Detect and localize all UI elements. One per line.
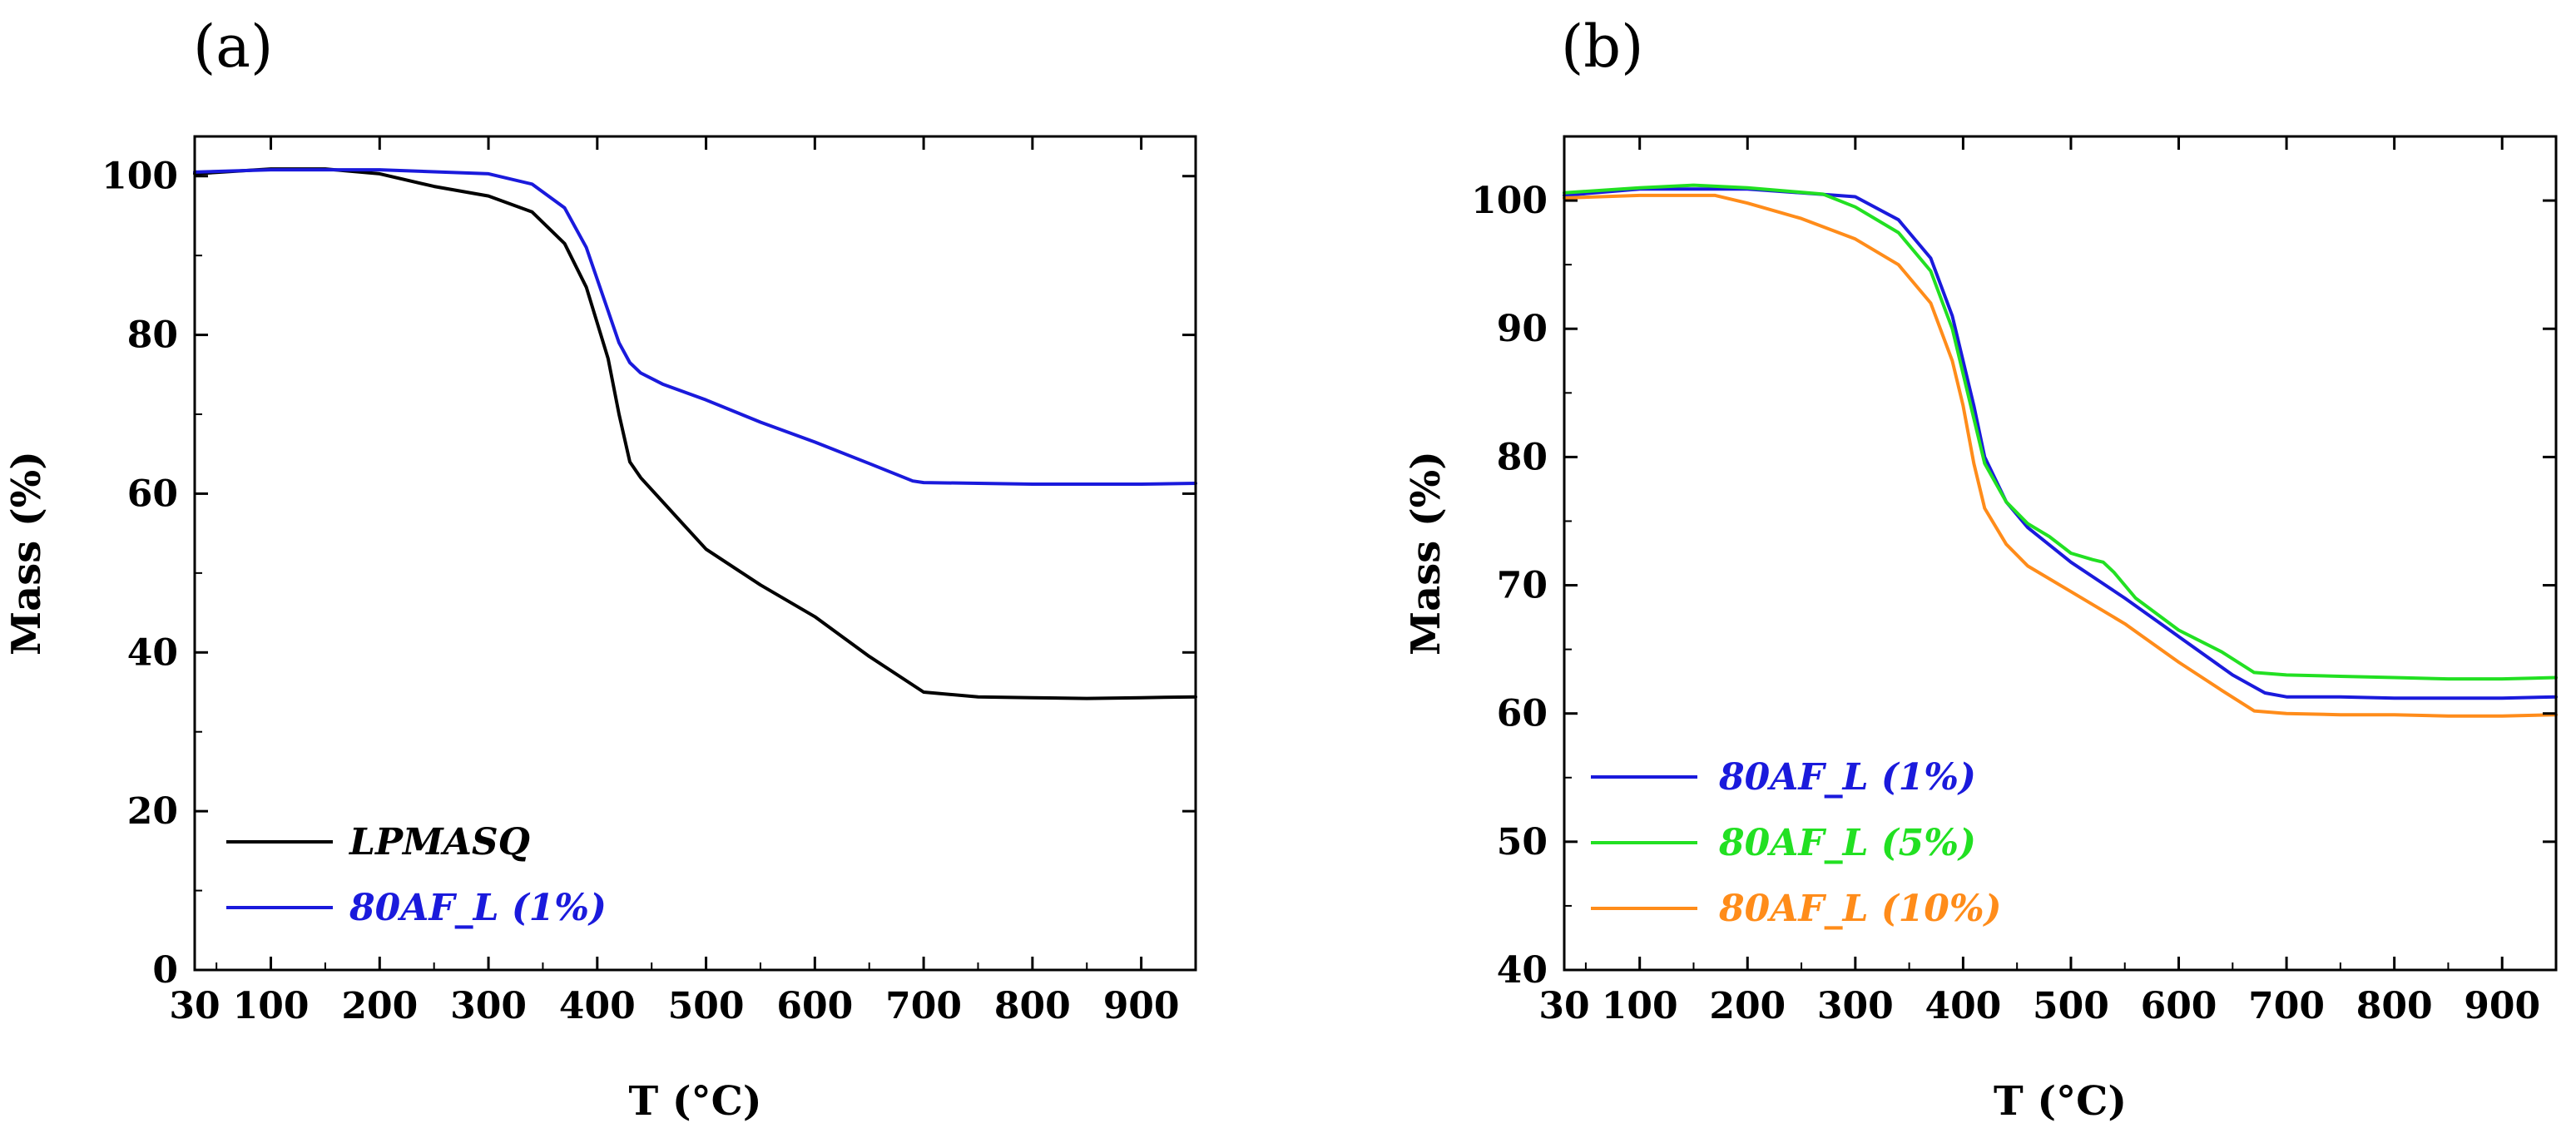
y-tick-label: 0 xyxy=(152,949,178,992)
legend-label: 80AF_L (1%) xyxy=(349,887,607,929)
x-axis-title: T (°C) xyxy=(628,1078,761,1125)
panel-label: (a) xyxy=(193,12,273,81)
x-tick-label: 700 xyxy=(2248,985,2325,1027)
y-tick-label: 40 xyxy=(1497,949,1548,992)
y-tick-label: 90 xyxy=(1497,308,1548,350)
x-tick-label: 900 xyxy=(1103,985,1180,1027)
series-group xyxy=(193,167,1197,700)
y-tick-label: 80 xyxy=(127,314,178,357)
y-tick-label: 100 xyxy=(1471,180,1548,222)
x-axis-title: T (°C) xyxy=(1994,1078,2127,1125)
y-tick-label: 100 xyxy=(102,156,178,198)
legend-label: 80AF_L (5%) xyxy=(1718,822,1976,864)
x-tick-label: 100 xyxy=(1602,985,1678,1027)
x-tick-label: 300 xyxy=(450,985,527,1027)
x-tick-label: 30 xyxy=(1538,985,1589,1027)
x-tick-label: 800 xyxy=(2356,985,2433,1027)
series-line-2 xyxy=(1563,183,2558,681)
series-line-2 xyxy=(193,168,1197,486)
y-tick-label: 20 xyxy=(127,790,178,833)
x-tick-label: 100 xyxy=(233,985,310,1027)
y-axis-title: Mass (%) xyxy=(3,451,50,656)
x-tick-label: 400 xyxy=(559,985,636,1027)
legend: LPMASQ 80AF_L (1%) xyxy=(226,821,607,929)
x-tick-label: 800 xyxy=(994,985,1071,1027)
panel-label: (b) xyxy=(1561,12,1643,81)
plot-frame xyxy=(193,135,1197,972)
series-line-1 xyxy=(193,167,1197,700)
y-tick-label: 40 xyxy=(127,631,178,674)
x-tick-label: 500 xyxy=(668,985,745,1027)
y-tick-label: 80 xyxy=(1497,436,1548,478)
x-tick-label: 500 xyxy=(2033,985,2109,1027)
plot-frame xyxy=(1563,135,2558,972)
x-tick-label: 400 xyxy=(1925,985,2001,1027)
legend-label: 80AF_L (1%) xyxy=(1718,756,1976,799)
x-tick-label: 700 xyxy=(885,985,962,1027)
legend-label: LPMASQ xyxy=(348,821,530,863)
y-axis-title: Mass (%) xyxy=(1403,451,1449,656)
x-tick-label: 600 xyxy=(776,985,853,1027)
x-tick-label: 200 xyxy=(341,985,418,1027)
y-tick-label: 60 xyxy=(127,473,178,515)
chart-panel-a: (a) 30 100 200 300 400 500 600 700 800 900 0 20 40 60 8… xyxy=(3,12,1197,1125)
series-group xyxy=(1563,183,2558,718)
y-tick-label: 50 xyxy=(1497,821,1548,863)
legend-label: 80AF_L (10%) xyxy=(1718,888,2002,930)
legend: 80AF_L (1%) 80AF_L (5%) 80AF_L (10%) xyxy=(1591,756,2002,930)
series-line-1 xyxy=(1563,187,2558,700)
x-tick-label: 300 xyxy=(1817,985,1894,1027)
x-tick-label: 200 xyxy=(1709,985,1786,1027)
chart-panel-b: (b) 30 100 200 300 400 500 600 700 800 900 40 50 60 70… xyxy=(1403,12,2558,1125)
x-tick-label: 900 xyxy=(2464,985,2540,1027)
y-tick-label: 70 xyxy=(1497,565,1548,607)
x-tick-label: 30 xyxy=(169,985,220,1027)
x-tick-label: 600 xyxy=(2141,985,2217,1027)
series-line-3 xyxy=(1563,193,2558,718)
y-tick-label: 60 xyxy=(1497,693,1548,735)
